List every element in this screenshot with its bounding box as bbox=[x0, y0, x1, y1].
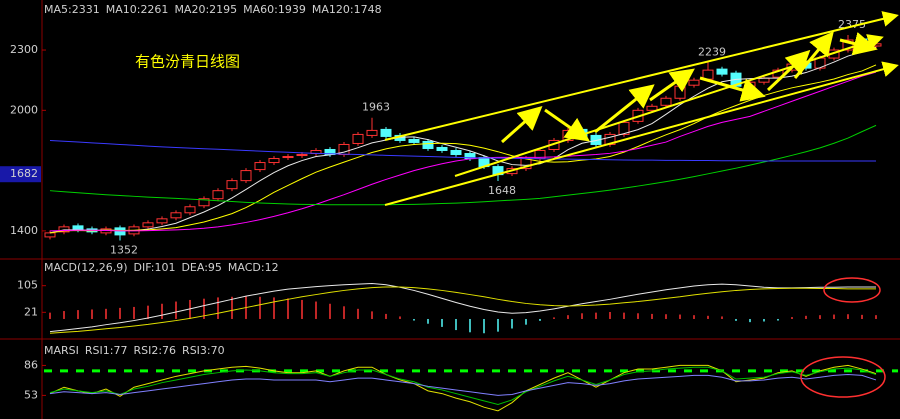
candle-body bbox=[688, 79, 700, 86]
candle-body bbox=[618, 121, 630, 135]
legend-item: MARSI bbox=[44, 344, 79, 357]
ma-line bbox=[49, 366, 877, 405]
annotation: 1963 bbox=[362, 101, 390, 114]
candle-body bbox=[408, 138, 420, 143]
arrows bbox=[501, 31, 878, 144]
candle-body bbox=[198, 198, 210, 207]
candle-body bbox=[240, 170, 252, 182]
legend-item: MA10:2261 bbox=[106, 3, 169, 16]
candle-body bbox=[646, 105, 658, 111]
candle-body bbox=[716, 68, 728, 75]
ma-line bbox=[49, 282, 876, 333]
plot-area: 140020002300168219631648135222392375MA5:… bbox=[0, 3, 898, 412]
legend-item: DEA:95 bbox=[181, 261, 221, 274]
legend-item: MACD:12 bbox=[228, 261, 279, 274]
legend-item: MA5:2331 bbox=[44, 3, 100, 16]
candle-body bbox=[422, 140, 434, 149]
candle-body bbox=[268, 158, 280, 164]
ma-line bbox=[49, 46, 877, 234]
ma-line bbox=[49, 364, 877, 412]
y-tick-label: 2000 bbox=[10, 103, 38, 116]
candle-body bbox=[72, 225, 84, 231]
candle-body bbox=[758, 77, 770, 83]
ma-line bbox=[49, 374, 877, 396]
candle-body bbox=[170, 212, 182, 219]
candle-body bbox=[226, 180, 238, 190]
candle-body bbox=[450, 150, 462, 156]
y-tick-label: 86 bbox=[24, 358, 38, 371]
legend-item: RSI3:70 bbox=[182, 344, 225, 357]
y-tick-label: 53 bbox=[24, 388, 38, 401]
y-tick-label: 2300 bbox=[10, 43, 38, 56]
highlight-ellipses bbox=[800, 277, 886, 398]
annotation: 1648 bbox=[488, 184, 516, 197]
annotation: 1352 bbox=[110, 244, 138, 257]
legend-item: MA60:1939 bbox=[243, 3, 306, 16]
legend-item: MA20:2195 bbox=[174, 3, 237, 16]
candle-body bbox=[44, 232, 56, 238]
legend-item: RSI1:77 bbox=[85, 344, 128, 357]
ma-line bbox=[49, 124, 877, 206]
candle-body bbox=[380, 128, 392, 137]
annotation: 2239 bbox=[698, 45, 726, 58]
marker-box bbox=[0, 166, 41, 183]
chart-title: 有色汾青日线图 bbox=[135, 53, 240, 71]
candle-body bbox=[674, 85, 686, 99]
candle-body bbox=[254, 162, 266, 171]
legend-item: MACD(12,26,9) bbox=[44, 261, 128, 274]
ma-line bbox=[49, 139, 876, 162]
candle-body bbox=[436, 146, 448, 151]
candle-body bbox=[156, 218, 168, 224]
candle-body bbox=[142, 222, 154, 228]
marker-label: 1682 bbox=[10, 167, 38, 180]
candle-body bbox=[744, 81, 756, 87]
candle-body bbox=[660, 97, 672, 106]
y-tick-label: 105 bbox=[17, 279, 38, 292]
candle-body bbox=[352, 133, 364, 144]
candle-body bbox=[114, 227, 126, 236]
legend-item: MA120:1748 bbox=[312, 3, 382, 16]
candle-body bbox=[212, 190, 224, 200]
candle-body bbox=[184, 206, 196, 214]
candle-body bbox=[366, 129, 378, 136]
candle-body bbox=[282, 156, 294, 159]
ma-line bbox=[49, 286, 876, 334]
y-tick-label: 1400 bbox=[10, 224, 38, 237]
legend-item: DIF:101 bbox=[134, 261, 176, 274]
candle-body bbox=[296, 154, 308, 157]
ma-line bbox=[49, 64, 877, 234]
candle-body bbox=[58, 226, 70, 233]
legend-item: RSI2:76 bbox=[133, 344, 176, 357]
y-tick-label: 21 bbox=[24, 305, 38, 318]
ma-line bbox=[49, 71, 877, 232]
candle-body bbox=[870, 43, 882, 47]
